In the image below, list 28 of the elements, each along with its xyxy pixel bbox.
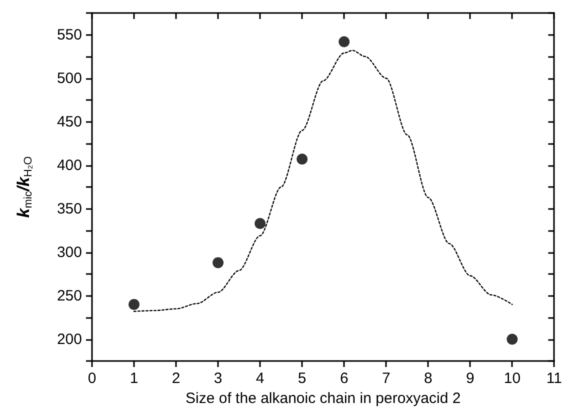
y-tick-label: 550: [56, 26, 82, 44]
y-tick-label: 400: [56, 156, 82, 174]
point: [338, 36, 350, 48]
x-tick-label: 1: [130, 370, 138, 387]
y-tick-label: 250: [56, 287, 82, 304]
x-tick-label: 9: [466, 370, 474, 387]
x-tick-label: 2: [172, 370, 180, 387]
x-tick-label: 8: [424, 370, 432, 387]
point: [296, 154, 308, 165]
x-tick-label: 10: [504, 370, 521, 387]
point: [254, 218, 266, 230]
x-tick-label: 11: [546, 370, 562, 387]
x-tick-label: 7: [382, 370, 390, 387]
point: [212, 257, 224, 268]
point: [506, 334, 518, 345]
x-tick-label: 0: [88, 370, 96, 387]
point: [128, 298, 140, 310]
x-axis-title: Size of the alkanoic chain in peroxyacid 2: [186, 390, 461, 407]
y-tick-label: 200: [56, 330, 82, 348]
y-tick-label: 500: [56, 70, 82, 87]
y-axis-title: kmic/kH₂O: [14, 156, 34, 218]
x-tick-label: 5: [298, 370, 306, 387]
y-tick-label: 350: [56, 200, 82, 218]
x-tick-label: 4: [256, 370, 264, 387]
y-tick-label: 450: [56, 113, 82, 130]
x-tick-label: 6: [340, 370, 348, 387]
y-tick-label: 300: [56, 244, 82, 261]
x-tick-label: 3: [214, 370, 222, 387]
